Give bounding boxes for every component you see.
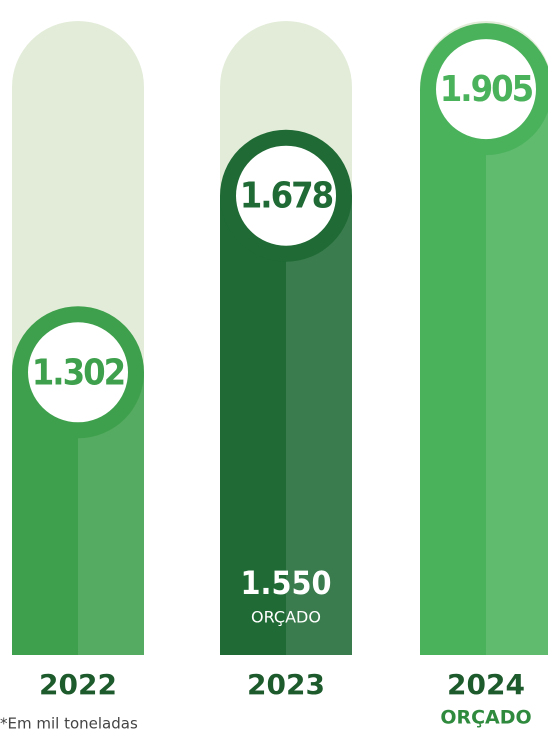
x-tick-label: 2023 <box>247 668 325 701</box>
annotation-text: ORÇADO <box>251 608 321 627</box>
bar <box>220 195 352 656</box>
value-label: 1.678 <box>240 176 333 217</box>
x-tick-label: 2024 <box>447 668 525 701</box>
badge <box>236 145 336 246</box>
footnote: *Em mil toneladas <box>0 715 138 729</box>
value-label: 1.905 <box>440 69 533 110</box>
annotation: 1.550 ORÇADO <box>240 564 331 627</box>
value-label: 1.302 <box>32 352 124 393</box>
annotation-value: 1.550 <box>240 564 331 602</box>
bar-sheen <box>286 195 352 656</box>
x-tick-label: 2022 <box>39 668 117 701</box>
bar <box>420 89 548 655</box>
badge <box>436 39 536 140</box>
badge <box>28 322 128 423</box>
category-note: ORÇADO <box>440 707 531 729</box>
bar-sheen <box>486 89 548 655</box>
